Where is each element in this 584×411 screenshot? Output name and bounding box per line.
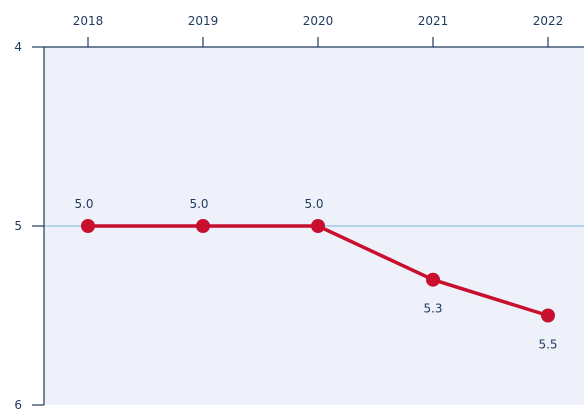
data-label-2021: 5.3 — [423, 302, 442, 316]
data-point-2022 — [541, 308, 555, 323]
x-tick-label-2021: 2021 — [418, 14, 449, 28]
series — [81, 219, 555, 323]
x-tick-label-2018: 2018 — [73, 14, 104, 28]
data-label-2019: 5.0 — [189, 197, 208, 211]
data-labels: 5.0 5.0 5.0 5.3 5.5 — [74, 197, 557, 352]
y-tick-label-4: 4 — [14, 40, 22, 54]
data-point-2019 — [196, 219, 210, 233]
data-label-2022: 5.5 — [538, 338, 557, 352]
y-tick-label-6: 6 — [14, 398, 22, 411]
data-point-2021 — [426, 272, 440, 287]
data-point-2018 — [81, 219, 95, 233]
data-label-2018: 5.0 — [74, 197, 93, 211]
y-tick-label-5: 5 — [14, 219, 22, 233]
axes: 2018 2019 2020 2021 2022 4 5 6 — [14, 14, 584, 411]
x-tick-label-2020: 2020 — [303, 14, 334, 28]
data-label-2020: 5.0 — [304, 197, 323, 211]
x-tick-label-2019: 2019 — [188, 14, 219, 28]
x-tick-label-2022: 2022 — [533, 14, 564, 28]
data-point-2020 — [311, 219, 325, 233]
